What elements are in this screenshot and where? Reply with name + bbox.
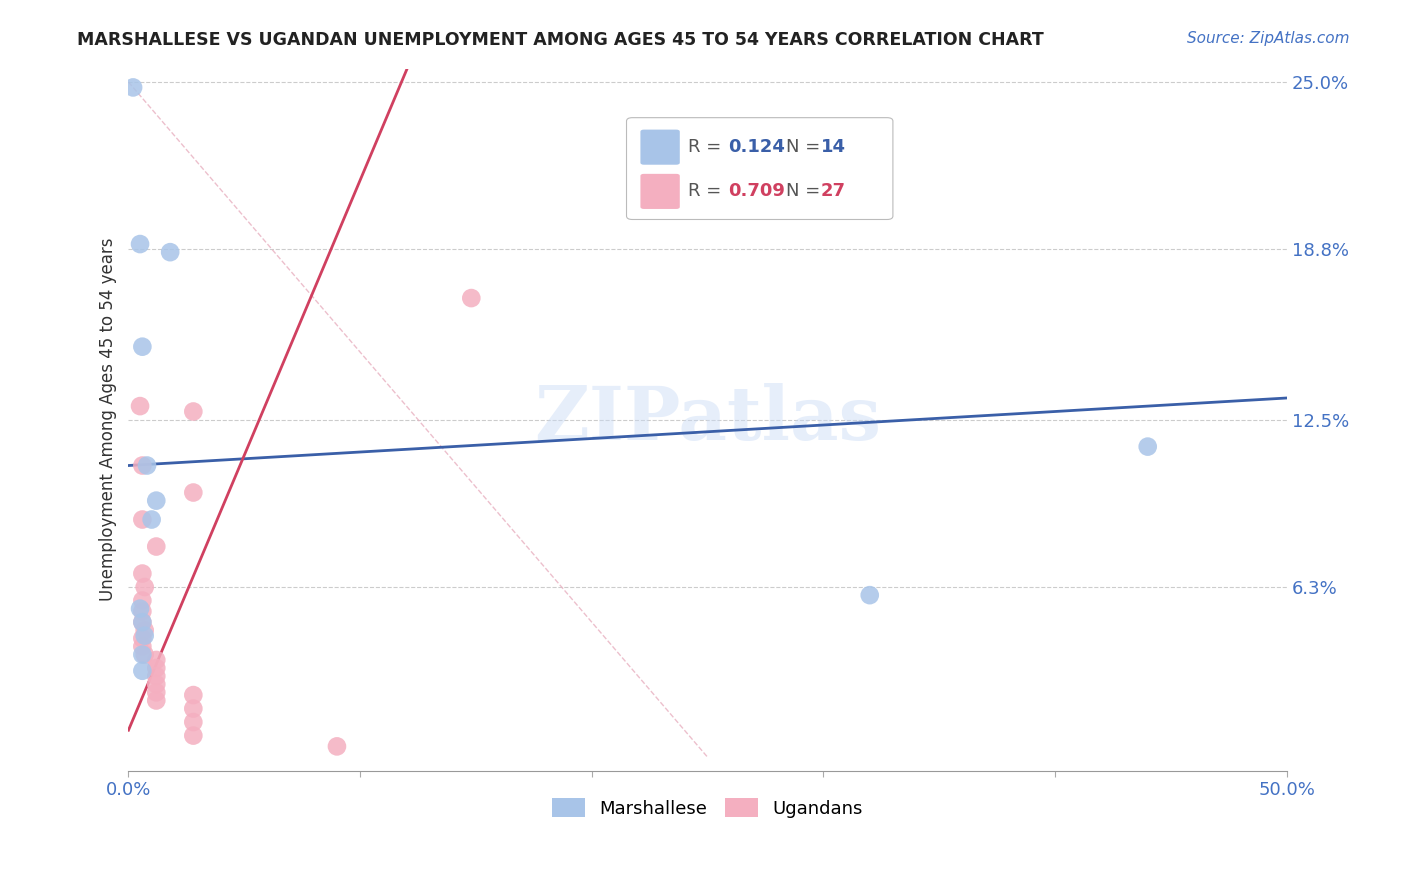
Text: 0.124: 0.124 [728, 138, 786, 156]
Point [145, 677, 167, 691]
Text: R =: R = [688, 182, 727, 201]
Text: Source: ZipAtlas.com: Source: ZipAtlas.com [1187, 31, 1350, 46]
Y-axis label: Unemployment Among Ages 45 to 54 years: Unemployment Among Ages 45 to 54 years [100, 238, 117, 601]
Point [134, 629, 156, 643]
Point [183, 701, 205, 715]
Point [145, 661, 167, 675]
Point [145, 669, 167, 683]
Text: 0.709: 0.709 [728, 182, 786, 201]
Text: 14: 14 [821, 138, 846, 156]
Point [145, 540, 167, 554]
Point [134, 648, 156, 662]
Point [136, 458, 159, 473]
Point [131, 664, 153, 678]
Point [129, 399, 152, 413]
Point [183, 688, 205, 702]
Text: MARSHALLESE VS UGANDAN UNEMPLOYMENT AMONG AGES 45 TO 54 YEARS CORRELATION CHART: MARSHALLESE VS UGANDAN UNEMPLOYMENT AMON… [77, 31, 1045, 49]
Point [131, 604, 153, 618]
Point [131, 615, 153, 629]
Legend: Marshallese, Ugandans: Marshallese, Ugandans [546, 791, 870, 825]
Text: ZIPatlas: ZIPatlas [534, 383, 882, 456]
Point [145, 685, 167, 699]
FancyBboxPatch shape [640, 129, 679, 165]
Point [134, 624, 156, 638]
Point [183, 404, 205, 418]
Point [141, 512, 163, 526]
Point [122, 80, 145, 95]
Point [131, 458, 153, 473]
Point [134, 580, 156, 594]
Point [131, 632, 153, 646]
Point [145, 653, 167, 667]
Point [131, 340, 153, 354]
Point [859, 588, 882, 602]
Point [129, 601, 152, 615]
Point [183, 485, 205, 500]
Point [183, 729, 205, 743]
Text: N =: N = [786, 138, 827, 156]
Point [460, 291, 482, 305]
Text: 27: 27 [821, 182, 846, 201]
Text: R =: R = [688, 138, 727, 156]
Point [1136, 440, 1159, 454]
Point [129, 237, 152, 252]
Point [326, 739, 349, 754]
Point [131, 640, 153, 654]
Point [131, 512, 153, 526]
FancyBboxPatch shape [627, 118, 893, 219]
Point [131, 615, 153, 629]
Point [131, 648, 153, 662]
Point [183, 715, 205, 730]
Point [159, 245, 181, 260]
Point [145, 693, 167, 707]
Point [131, 593, 153, 607]
Text: N =: N = [786, 182, 827, 201]
FancyBboxPatch shape [640, 174, 679, 209]
Point [131, 566, 153, 581]
Point [145, 493, 167, 508]
